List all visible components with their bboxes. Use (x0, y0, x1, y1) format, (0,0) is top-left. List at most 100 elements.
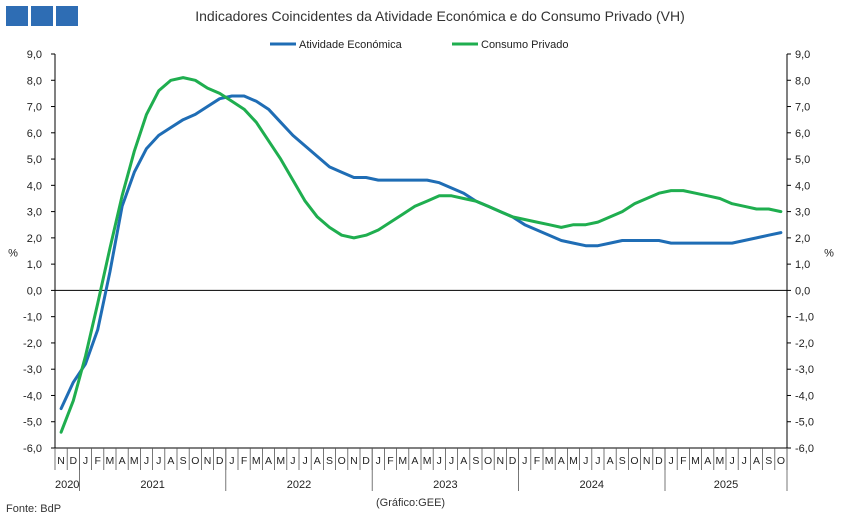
x-month-label: O (630, 455, 638, 467)
x-month-label: A (607, 455, 614, 467)
x-year-label: 2023 (433, 479, 457, 491)
x-month-label: J (83, 455, 88, 467)
gee-logo (6, 6, 78, 26)
x-month-label: M (569, 455, 578, 467)
x-month-label: A (704, 455, 711, 467)
x-month-label: F (534, 455, 540, 467)
x-month-label: O (484, 455, 492, 467)
x-month-label: J (144, 455, 149, 467)
y-tick-label-right: 5,0 (795, 154, 810, 166)
y-tick-label-left: -6,0 (23, 443, 42, 455)
y-tick-label-right: 3,0 (795, 207, 810, 219)
y-tick-label-right: 1,0 (795, 259, 810, 271)
x-month-label: N (350, 455, 358, 467)
series-line-atividade (59, 94, 783, 411)
y-axis-label-left: % (8, 247, 18, 259)
y-tick-label-left: 6,0 (27, 128, 42, 140)
y-tick-label-left: -2,0 (23, 338, 42, 350)
x-year-label: 2024 (580, 479, 604, 491)
x-month-label: N (643, 455, 651, 467)
x-month-label: D (362, 455, 370, 467)
x-month-label: A (753, 455, 760, 467)
x-year-label: 2020 (55, 479, 79, 491)
x-month-label: A (460, 455, 467, 467)
x-month-label: J (742, 455, 747, 467)
y-tick-label-right: -3,0 (795, 364, 814, 376)
x-month-label: S (326, 455, 333, 467)
x-month-label: J (229, 455, 234, 467)
series-line-consumo (59, 76, 783, 434)
x-month-label: A (411, 455, 418, 467)
y-tick-label-left: -1,0 (23, 312, 42, 324)
x-month-label: D (655, 455, 663, 467)
x-month-label: N (204, 455, 212, 467)
x-month-label: A (265, 455, 272, 467)
x-month-label: M (691, 455, 700, 467)
x-month-label: F (680, 455, 686, 467)
y-tick-label-right: -2,0 (795, 338, 814, 350)
y-tick-label-right: 2,0 (795, 233, 810, 245)
y-tick-label-left: 4,0 (27, 180, 42, 192)
y-tick-label-right: 7,0 (795, 102, 810, 114)
x-month-label: M (252, 455, 261, 467)
y-tick-label-left: 9,0 (27, 49, 42, 61)
x-month-label: N (497, 455, 505, 467)
x-month-label: F (387, 455, 393, 467)
x-month-label: M (716, 455, 725, 467)
x-month-label: F (241, 455, 247, 467)
y-axis-label-right: % (824, 247, 834, 259)
y-tick-label-left: -3,0 (23, 364, 42, 376)
x-month-label: D (70, 455, 78, 467)
y-tick-label-right: 8,0 (795, 75, 810, 87)
x-month-label: A (558, 455, 565, 467)
legend-label-atividade: Atividade Económica (299, 39, 403, 51)
x-month-label: O (338, 455, 346, 467)
x-month-label: O (777, 455, 785, 467)
x-year-label: 2022 (287, 479, 311, 491)
y-tick-label-left: -4,0 (23, 390, 42, 402)
y-tick-label-left: 1,0 (27, 259, 42, 271)
x-year-label: 2021 (140, 479, 164, 491)
y-tick-label-right: -5,0 (795, 417, 814, 429)
x-month-label: J (376, 455, 381, 467)
y-tick-label-right: 4,0 (795, 180, 810, 192)
x-month-label: S (765, 455, 772, 467)
x-month-label: J (583, 455, 588, 467)
y-tick-label-left: 2,0 (27, 233, 42, 245)
y-tick-label-left: 3,0 (27, 207, 42, 219)
chart-credit: (Gráfico:GEE) (376, 497, 446, 509)
legend-label-consumo: Consumo Privado (481, 39, 568, 51)
x-month-label: J (437, 455, 442, 467)
x-month-label: S (180, 455, 187, 467)
x-month-label: F (94, 455, 100, 467)
y-tick-label-left: -5,0 (23, 417, 42, 429)
y-tick-label-right: -4,0 (795, 390, 814, 402)
y-tick-label-right: -1,0 (795, 312, 814, 324)
y-tick-label-right: 0,0 (795, 285, 810, 297)
x-month-label: J (449, 455, 454, 467)
source-note: Fonte: BdP (6, 503, 62, 515)
x-month-label: J (668, 455, 673, 467)
y-tick-label-left: 7,0 (27, 102, 42, 114)
x-month-label: D (509, 455, 517, 467)
y-tick-label-left: 0,0 (27, 285, 42, 297)
y-tick-label-left: 5,0 (27, 154, 42, 166)
x-month-label: A (314, 455, 321, 467)
x-month-label: M (545, 455, 554, 467)
y-tick-label-left: 8,0 (27, 75, 42, 87)
x-month-label: M (423, 455, 432, 467)
x-month-label: O (191, 455, 199, 467)
x-month-label: J (522, 455, 527, 467)
y-tick-label-right: 9,0 (795, 49, 810, 61)
x-month-label: J (156, 455, 161, 467)
chart-title: Indicadores Coincidentes da Atividade Ec… (195, 8, 685, 24)
x-month-label: J (290, 455, 295, 467)
x-month-label: D (216, 455, 224, 467)
x-month-label: J (595, 455, 600, 467)
y-tick-label-right: -6,0 (795, 443, 814, 455)
x-month-label: S (619, 455, 626, 467)
x-year-label: 2025 (714, 479, 738, 491)
y-tick-label-right: 6,0 (795, 128, 810, 140)
x-month-label: A (119, 455, 126, 467)
